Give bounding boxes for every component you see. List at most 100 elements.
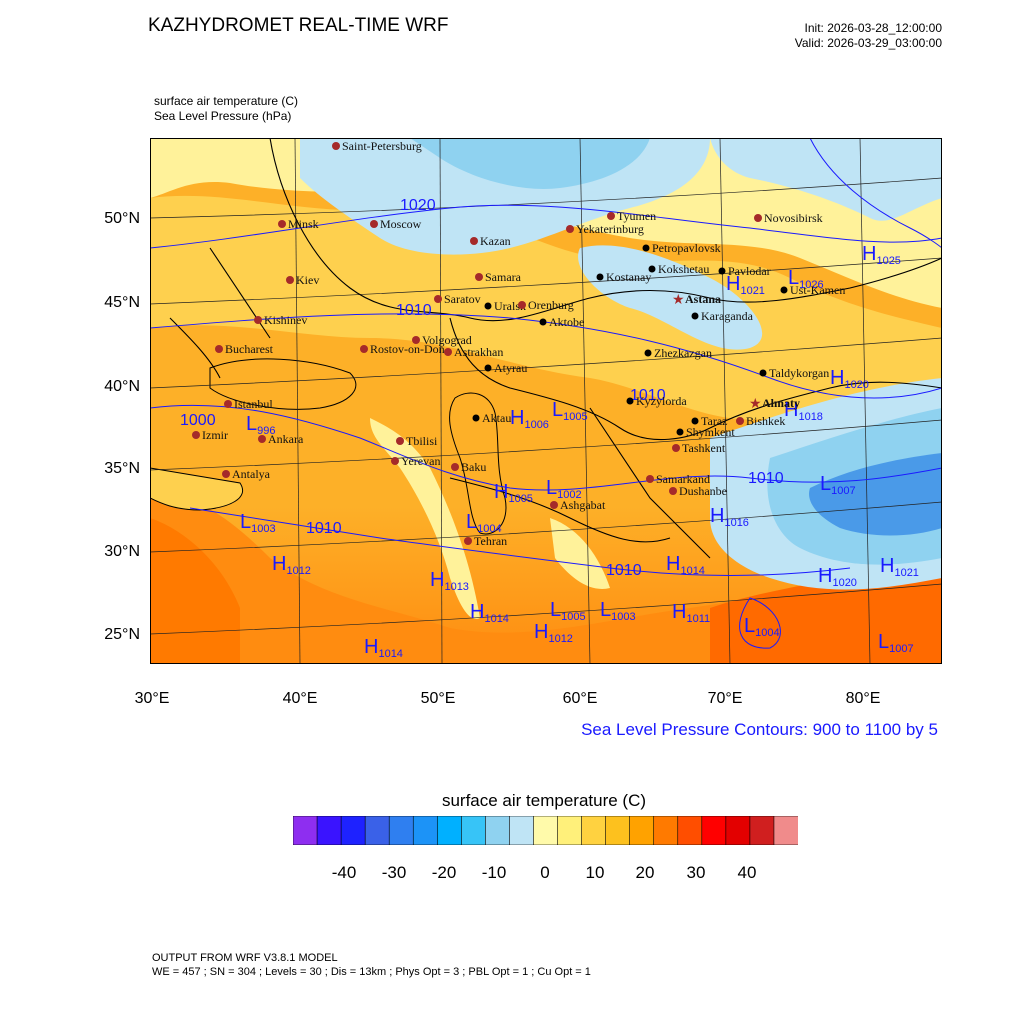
svg-text:Ashgabat: Ashgabat [560, 498, 606, 512]
colorbar-swatch [316, 816, 342, 845]
pressure-center-high: H1021 [880, 555, 919, 579]
city-marker: Ust-Kamen [780, 283, 845, 297]
svg-text:Taraz: Taraz [701, 414, 727, 428]
temp-zone-cold-iran [550, 518, 610, 589]
svg-text:Tehran: Tehran [474, 534, 507, 548]
temp-zone-colder-north [410, 138, 650, 189]
svg-text:Uralsk: Uralsk [494, 299, 526, 313]
svg-text:Aktobe: Aktobe [549, 315, 584, 329]
svg-text:Kyzylorda: Kyzylorda [636, 394, 687, 408]
lon-label: 50°E [420, 690, 456, 707]
pressure-center-high: H1014 [666, 553, 705, 577]
colorbar-swatch [509, 816, 535, 845]
lat-label: 25°N [104, 626, 140, 643]
city-marker: Istanbul [224, 397, 273, 411]
city-marker: Taldykorgan [759, 366, 829, 380]
city-marker: Rostov-on-Don [360, 342, 445, 356]
city-marker: Novosibirsk [754, 211, 823, 225]
footer-model: OUTPUT FROM WRF V3.8.1 MODEL [152, 952, 338, 964]
isobar-label: 1010 [396, 302, 432, 319]
black-sea [209, 358, 357, 410]
isobar-label: 1010 [630, 387, 666, 404]
svg-text:Rostov-on-Don: Rostov-on-Don [370, 342, 445, 356]
city-marker: Kiev [286, 273, 319, 287]
svg-text:Antalya: Antalya [232, 467, 271, 481]
pressure-center-low: L1004 [466, 511, 502, 535]
city-marker: Atyrau [484, 361, 527, 375]
svg-text:Tashkent: Tashkent [682, 441, 726, 455]
forecast-map: 1020 1010 1010 1000 1010 1010 1010 L996 … [150, 138, 942, 664]
city-marker: Yekaterinburg [566, 222, 644, 236]
isobar-label: 1010 [306, 520, 342, 537]
lat-label: 50°N [104, 210, 140, 227]
pressure-center-high: H1013 [430, 569, 469, 593]
city-markers: Saint-Petersburg Minsk Moscow Kazan Yeka… [192, 139, 845, 548]
colorbar-label: -20 [431, 863, 457, 882]
city-marker: Saratov [434, 292, 481, 306]
svg-text:Atyrau: Atyrau [494, 361, 527, 375]
colorbar-swatch [701, 816, 727, 845]
city-marker: Karaganda [691, 309, 754, 323]
colorbar-swatch [677, 816, 703, 845]
colorbar-label: 10 [585, 863, 605, 882]
pressure-center-low: L1003 [240, 511, 276, 535]
isobars [150, 138, 942, 649]
pressure-center-high: H1020 [818, 565, 857, 589]
isobar-label: 1010 [748, 470, 784, 487]
city-marker: Kishinev [254, 313, 307, 327]
colorbar-swatch [436, 816, 462, 845]
svg-text:Novosibirsk: Novosibirsk [764, 211, 823, 225]
pressure-center-low: L1005 [550, 599, 586, 623]
svg-text:Karaganda: Karaganda [701, 309, 754, 323]
colorbar-swatch [605, 816, 631, 845]
pressure-center-low: L1003 [600, 599, 636, 623]
svg-text:Yerevan: Yerevan [401, 454, 440, 468]
svg-text:Saratov: Saratov [444, 292, 481, 306]
city-marker: Moscow [370, 217, 422, 231]
temp-zone-cold-kz [578, 245, 763, 350]
city-marker: Tyumen [607, 209, 656, 223]
temp-zone-cold-ne [710, 138, 942, 221]
colorbar-swatch [749, 816, 775, 845]
svg-text:Zhezkazgan: Zhezkazgan [654, 346, 712, 360]
colorbar-swatch [340, 816, 366, 845]
temp-zone-cold-caucasus [370, 418, 480, 619]
lon-label: 60°E [562, 690, 598, 707]
isobar-label: 1010 [606, 562, 642, 579]
colorbar-swatch [581, 816, 607, 845]
city-marker: Saint-Petersburg [332, 139, 422, 153]
colorbar-swatch [533, 816, 559, 845]
svg-text:Kazan: Kazan [480, 234, 511, 248]
city-marker: Orenburg [518, 298, 574, 312]
colorbar-swatch [293, 816, 318, 845]
svg-text:Shymkent: Shymkent [686, 425, 735, 439]
svg-text:Astrakhan: Astrakhan [454, 345, 503, 359]
contour-note: Sea Level Pressure Contours: 900 to 1100… [581, 720, 938, 739]
svg-text:Saint-Petersburg: Saint-Petersburg [342, 139, 422, 153]
field-pressure-label: Sea Level Pressure (hPa) [154, 109, 292, 123]
svg-text:Kishinev: Kishinev [264, 313, 307, 327]
lon-label: 30°E [134, 690, 170, 707]
pressure-center-high: H1011 [672, 601, 710, 625]
colorbar-label: -30 [381, 863, 407, 882]
svg-text:Dushanbe: Dushanbe [679, 484, 727, 498]
valid-time: Valid: 2026-03-29_03:00:00 [794, 36, 942, 50]
city-marker: ★ Almaty [749, 395, 800, 411]
svg-text:Baku: Baku [461, 460, 486, 474]
city-marker: Petropavlovsk [642, 241, 721, 255]
city-marker: Antalya [222, 467, 271, 481]
colorbar-swatch [557, 816, 583, 845]
city-marker: Yerevan [391, 454, 440, 468]
pressure-center-low: L1026 [788, 267, 824, 291]
pressure-center-high: H1014 [470, 601, 509, 625]
svg-text:Petropavlovsk: Petropavlovsk [652, 241, 721, 255]
city-marker: Tbilisi [396, 434, 438, 448]
city-marker: Kazan [470, 234, 511, 248]
city-marker: ★ Astana [672, 291, 721, 307]
svg-text:Bishkek: Bishkek [746, 414, 785, 428]
svg-text:Samarkand: Samarkand [656, 472, 710, 486]
city-marker: Taraz [691, 414, 727, 428]
city-marker: Aktau [472, 411, 511, 425]
pressure-center-high: H1016 [710, 505, 749, 529]
svg-text:Tyumen: Tyumen [617, 209, 656, 223]
